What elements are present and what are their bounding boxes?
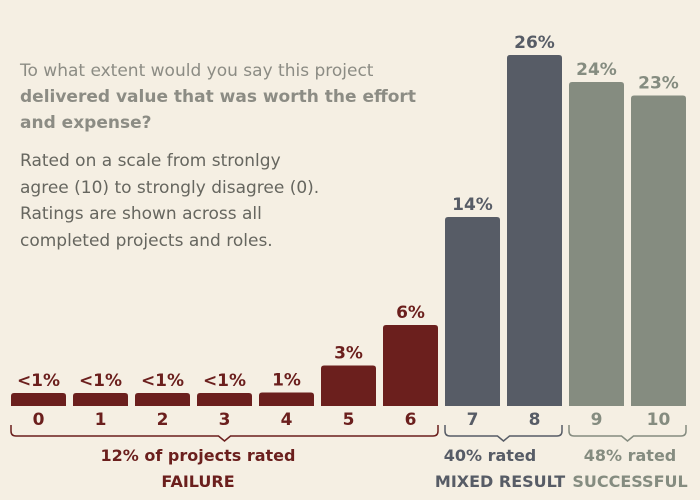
question-line: To what extent would you say this projec…	[20, 61, 374, 81]
data-label-7: 14%	[452, 195, 493, 215]
bar-10	[631, 95, 686, 406]
bar-5	[321, 365, 376, 406]
data-label-8: 26%	[514, 33, 555, 53]
brace-successful	[568, 425, 687, 442]
tick-label-8: 8	[529, 410, 541, 430]
bar-7	[445, 217, 500, 406]
tick-label-1: 1	[95, 410, 107, 430]
brace-mixed	[444, 425, 563, 442]
group-label-failure: 12% of projects rated	[101, 446, 296, 465]
brace-failure	[10, 425, 439, 442]
tick-label-5: 5	[343, 410, 355, 430]
tick-label-6: 6	[405, 410, 417, 430]
note-line: completed projects and roles.	[20, 230, 273, 251]
bar-2	[135, 393, 190, 406]
tick-label-4: 4	[281, 410, 293, 430]
group-category-failure: FAILURE	[161, 472, 234, 491]
note-line: agree (10) to strongly disagree (0).	[20, 177, 320, 198]
note-line: Rated on a scale from stronlgy	[20, 151, 281, 171]
data-label-6: 6%	[396, 303, 425, 323]
question-text: To what extent would you say this projec…	[20, 58, 420, 136]
bar-8	[507, 55, 562, 406]
data-label-0: <1%	[17, 371, 60, 391]
tick-label-2: 2	[157, 410, 169, 430]
tick-label-10: 10	[647, 410, 671, 430]
bar-3	[197, 393, 252, 406]
question-emphasis: delivered value that was worth the effor…	[20, 87, 416, 133]
group-label-successful: 48% rated	[584, 446, 677, 465]
note-line: Ratings are shown across all	[20, 204, 262, 224]
data-label-4: 1%	[272, 371, 301, 391]
group-category-successful: SUCCESSFUL	[572, 472, 687, 491]
rating-note: Rated on a scale from stronlgy agree (10…	[20, 148, 350, 254]
data-label-1: <1%	[79, 371, 122, 391]
data-label-2: <1%	[141, 371, 184, 391]
tick-label-3: 3	[219, 410, 231, 430]
bar-9	[569, 82, 624, 406]
data-label-9: 24%	[576, 60, 617, 80]
group-category-mixed: MIXED RESULT	[435, 472, 565, 491]
data-label-3: <1%	[203, 371, 246, 391]
group-label-mixed: 40% rated	[444, 446, 537, 465]
tick-label-7: 7	[467, 410, 479, 430]
bar-0	[11, 393, 66, 406]
bar-1	[73, 393, 128, 406]
tick-label-0: 0	[33, 410, 45, 430]
bar-6	[383, 325, 438, 406]
data-label-5: 3%	[334, 344, 363, 364]
tick-label-9: 9	[591, 410, 603, 430]
data-label-10: 23%	[638, 74, 679, 94]
bar-4	[259, 392, 314, 406]
